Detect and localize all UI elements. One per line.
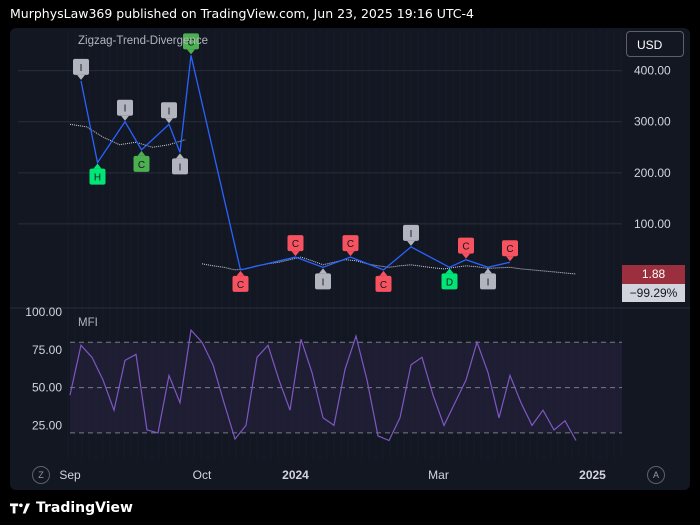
mfi-title: MFI <box>78 317 98 329</box>
zigzag-label-box <box>342 235 359 252</box>
zigzag-label-pointer <box>291 251 300 257</box>
x-tick-label: 2024 <box>282 468 309 482</box>
zigzag-label-box <box>403 224 419 241</box>
zigzag-label: I <box>124 104 127 115</box>
zigzag-label-pointer <box>407 240 415 246</box>
zigzag-label: H <box>94 173 101 184</box>
zigzag-label-pointer <box>137 150 146 156</box>
zigzag-label-pointer <box>484 268 492 274</box>
zigzag-label-box <box>73 58 89 75</box>
x-tick-label: Oct <box>193 468 212 482</box>
zigzag-label-pointer <box>77 74 85 80</box>
price-series <box>69 123 577 275</box>
zigzag-label: I <box>410 229 413 240</box>
zigzag-label: I <box>168 106 171 117</box>
auto-scale-toggle[interactable]: A <box>647 466 665 484</box>
zigzag-label-pointer <box>506 256 514 262</box>
zigzag-line <box>80 55 511 271</box>
zigzag-label-pointer <box>236 270 245 276</box>
last-price-label: 1.88 <box>622 265 685 284</box>
zigzag-label-pointer <box>346 251 355 257</box>
zigzag-label-box <box>287 235 304 252</box>
log-scale-toggle[interactable]: Z <box>32 466 50 484</box>
zigzag-label-pointer <box>319 268 327 274</box>
price-tick-label: 200.00 <box>634 166 671 180</box>
zigzag-label-box <box>502 240 518 257</box>
mfi-tick-label: 50.00 <box>32 381 62 395</box>
price-tick-label: 400.00 <box>634 64 671 78</box>
last-change-label: −99.29% <box>622 284 685 302</box>
zigzag-label: I <box>322 277 325 288</box>
zigzag-label-box <box>480 273 496 290</box>
mfi-tick-label: 25.00 <box>32 418 62 432</box>
zigzag-label: C <box>187 37 194 48</box>
zigzag-label-pointer <box>462 253 470 259</box>
zigzag-label-pointer <box>379 270 388 276</box>
x-tick-label: Mar <box>428 468 449 482</box>
zigzag-label-box <box>133 155 150 172</box>
publish-header: MurphysLaw369 published on TradingView.c… <box>10 6 474 21</box>
zigzag-label-box <box>315 273 331 290</box>
x-tick-label: 2025 <box>579 468 606 482</box>
mfi-tick-label: 100.00 <box>25 305 62 319</box>
tradingview-logo-icon <box>10 503 30 514</box>
zigzag-label-box <box>458 237 474 254</box>
zigzag-label: C <box>292 239 299 250</box>
price-tick-label: 100.00 <box>634 217 671 231</box>
zigzag-label-pointer <box>445 268 454 274</box>
price-tick-label: 300.00 <box>634 115 671 129</box>
zigzag-label: C <box>506 244 513 255</box>
zigzag-label: I <box>487 277 490 288</box>
zigzag-label-pointer <box>121 115 129 121</box>
zigzag-label: D <box>446 277 453 288</box>
x-tick-label: Sep <box>59 468 81 482</box>
zigzag-label: I <box>179 162 182 173</box>
zigzag-label-box <box>161 102 177 119</box>
zigzag-label-box <box>172 158 188 175</box>
zigzag-label-pointer <box>187 49 195 55</box>
zigzag-label: C <box>237 280 244 291</box>
mfi-line <box>69 328 577 442</box>
zigzag-label-box <box>183 33 199 50</box>
tradingview-brand[interactable]: TradingView <box>36 500 133 516</box>
currency-button[interactable]: USD <box>626 31 684 57</box>
zigzag-label-box <box>441 273 458 290</box>
zigzag-label-pointer <box>93 163 102 169</box>
zigzag-label: C <box>138 160 145 171</box>
zigzag-label-box <box>232 275 249 292</box>
zigzag-label-box <box>375 275 392 292</box>
zigzag-label: C <box>380 280 387 291</box>
zigzag-label-box <box>117 99 133 116</box>
zigzag-label-pointer <box>176 153 184 159</box>
footer: TradingView <box>10 498 133 518</box>
mfi-tick-label: 75.00 <box>32 343 62 357</box>
zigzag-label: I <box>80 63 83 74</box>
zigzag-label-pointer <box>165 118 173 124</box>
indicator-name: Zigzag-Trend-Divergence <box>78 35 208 47</box>
zigzag-label: C <box>462 242 469 253</box>
zigzag-label-box <box>89 168 106 185</box>
zigzag-label: C <box>347 239 354 250</box>
